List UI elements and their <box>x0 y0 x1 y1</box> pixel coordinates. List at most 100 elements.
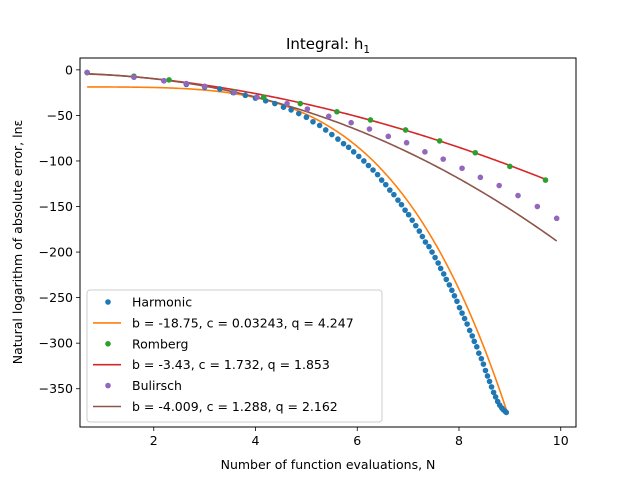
data-point <box>297 100 304 107</box>
data-point <box>398 201 405 208</box>
data-point <box>395 197 401 203</box>
data-point <box>426 243 432 250</box>
fit-curve <box>87 86 508 410</box>
data-point <box>437 265 444 272</box>
data-point <box>361 158 367 164</box>
data-point <box>477 174 484 181</box>
data-point <box>488 384 495 390</box>
data-point <box>454 298 460 305</box>
legend-label: Harmonic <box>132 295 192 310</box>
data-point <box>310 118 316 125</box>
data-point <box>217 86 223 92</box>
y-tick-label: −200 <box>39 245 73 260</box>
data-point <box>451 293 458 299</box>
data-point <box>367 117 374 123</box>
data-point <box>469 333 476 339</box>
x-axis-label: Number of function evaluations, N <box>221 457 436 472</box>
data-point <box>435 260 441 266</box>
data-point <box>231 89 237 96</box>
data-point <box>391 191 397 198</box>
y-tick-label: −250 <box>39 290 73 305</box>
data-point <box>385 133 392 140</box>
data-point <box>295 110 302 117</box>
data-point <box>503 409 510 416</box>
data-point <box>405 211 412 218</box>
data-point <box>316 122 323 129</box>
data-point <box>472 149 479 156</box>
legend-label: b = -18.75, c = 0.03243, q = 4.247 <box>132 315 354 330</box>
data-point <box>402 127 409 133</box>
data-point <box>374 171 381 178</box>
data-point <box>478 355 485 362</box>
data-point <box>242 92 249 99</box>
x-tick-label: 6 <box>353 433 361 448</box>
y-axis-label: Natural logarithm of absolute error, lnε <box>10 120 25 364</box>
data-point <box>542 177 549 183</box>
data-point <box>322 127 329 133</box>
data-point <box>466 327 473 334</box>
data-point <box>272 100 278 107</box>
data-point <box>456 304 463 311</box>
data-point <box>365 162 372 169</box>
legend-label: Romberg <box>132 336 188 351</box>
data-point <box>440 156 447 162</box>
data-point <box>366 126 373 132</box>
chart-title: Integral: h1 <box>286 35 370 56</box>
data-point <box>303 114 310 121</box>
data-point <box>464 321 470 327</box>
data-point <box>84 69 90 76</box>
data-point <box>440 271 447 277</box>
data-point <box>490 389 497 396</box>
data-point <box>378 177 385 183</box>
data-point <box>482 367 489 374</box>
data-point <box>496 182 502 189</box>
data-point <box>345 144 352 151</box>
legend-marker <box>105 299 111 305</box>
legend-marker <box>105 341 111 347</box>
x-tick-label: 2 <box>150 433 158 448</box>
axes-frame <box>79 57 577 428</box>
data-point <box>432 254 438 261</box>
data-point <box>350 149 357 155</box>
legend-label: b = -3.43, c = 1.732, q = 1.853 <box>132 357 330 372</box>
data-point <box>335 136 341 142</box>
data-point <box>419 233 426 240</box>
x-tick-label: 8 <box>455 433 463 448</box>
data-point <box>429 249 435 255</box>
data-point <box>492 394 499 400</box>
data-point <box>161 77 167 84</box>
data-point <box>446 282 453 288</box>
data-point <box>416 228 423 234</box>
data-point <box>340 140 347 147</box>
data-point <box>201 83 208 90</box>
data-point <box>422 239 429 245</box>
data-point <box>474 344 480 350</box>
data-point <box>507 163 513 170</box>
data-point <box>486 378 493 385</box>
data-point <box>412 222 419 229</box>
y-tick-label: −100 <box>39 153 73 168</box>
data-point <box>403 139 410 146</box>
data-point <box>387 187 393 193</box>
data-point <box>461 315 468 322</box>
y-tick-label: −300 <box>39 336 73 351</box>
data-point <box>166 77 172 83</box>
legend-box <box>86 289 383 423</box>
legend-marker <box>105 382 111 389</box>
data-point <box>382 181 389 188</box>
y-tick-label: −350 <box>39 381 73 396</box>
data-point <box>131 74 137 80</box>
data-point <box>260 94 267 100</box>
data-point <box>280 104 287 110</box>
data-point <box>471 338 478 345</box>
data-point <box>480 361 487 367</box>
data-point <box>348 119 354 126</box>
chart-title-main: Integral: h <box>286 35 363 53</box>
data-point <box>304 106 311 112</box>
legend-label: b = -4.009, c = 1.288, q = 2.162 <box>132 399 338 414</box>
data-point <box>325 113 332 120</box>
data-point <box>515 192 521 199</box>
data-point <box>484 373 491 379</box>
data-point <box>459 310 465 316</box>
data-point <box>449 287 455 294</box>
